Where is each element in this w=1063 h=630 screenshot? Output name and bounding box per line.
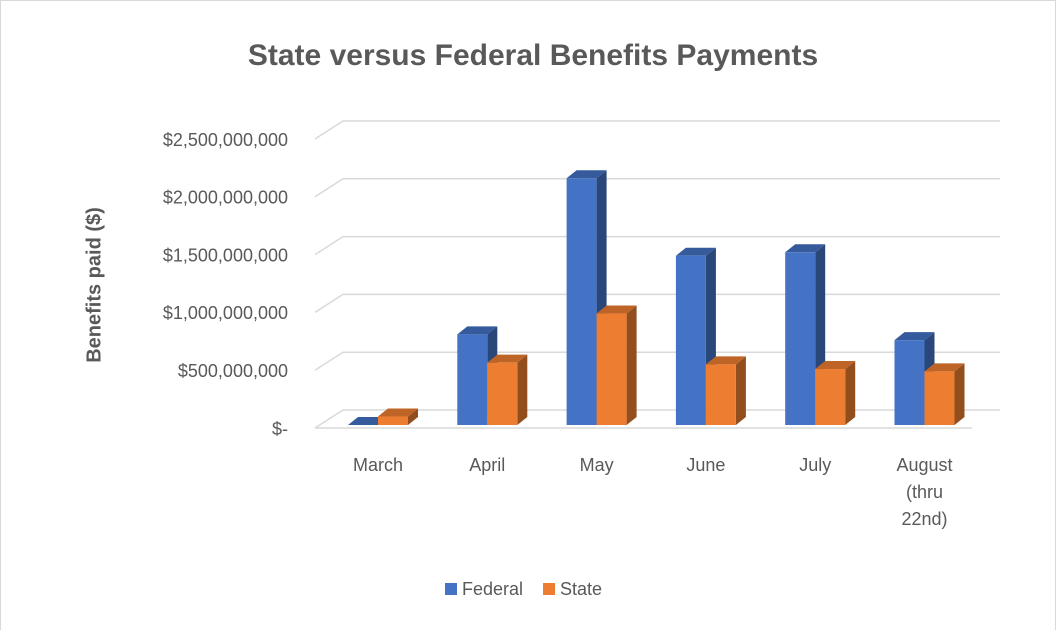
x-tick-label: May <box>580 455 614 475</box>
y-tick-label: $1,500,000,000 <box>163 245 288 265</box>
bar <box>457 334 488 425</box>
bar-side <box>954 363 965 425</box>
bar-side <box>735 356 746 425</box>
grid-line <box>314 409 1000 429</box>
bar-top <box>705 356 746 365</box>
bar-top <box>596 305 637 314</box>
grid-line <box>314 293 1000 314</box>
x-tick-label: August (thru 22nd) <box>896 455 952 529</box>
bar-side <box>845 361 856 425</box>
y-tick-label: $1,000,000,000 <box>163 303 288 323</box>
bar-side <box>408 408 418 425</box>
x-tick-label: April <box>469 455 505 475</box>
bar <box>705 364 736 425</box>
bar-top <box>785 244 826 253</box>
bar-top <box>566 170 607 179</box>
bar <box>785 252 816 425</box>
bar-top <box>457 326 498 335</box>
chart-title: State versus Federal Benefits Payments <box>248 39 818 72</box>
bar <box>675 255 706 425</box>
bar <box>378 416 408 425</box>
legend-label: Federal <box>462 579 523 599</box>
bar <box>566 178 597 425</box>
grid-line <box>314 120 1000 140</box>
bar <box>894 340 925 425</box>
bar-top <box>815 361 856 370</box>
legend-swatch <box>543 583 556 595</box>
y-tick-label: $500,000,000 <box>178 361 288 381</box>
bar <box>924 371 955 425</box>
bar <box>487 362 518 425</box>
y-tick-label: $2,000,000,000 <box>163 188 288 208</box>
y-tick-label: $2,500,000,000 <box>163 130 288 150</box>
bar-top <box>378 408 418 417</box>
x-tick-label: July <box>799 455 831 475</box>
y-tick-label: $- <box>272 419 288 439</box>
y-axis-title: Benefits paid ($) <box>83 207 105 363</box>
grid-line <box>314 235 1000 256</box>
bar-top <box>675 247 716 256</box>
bar-side <box>626 305 637 425</box>
legend-swatch <box>445 583 457 595</box>
bar-side <box>517 354 528 425</box>
bar <box>815 369 846 425</box>
grid-line <box>314 351 1000 371</box>
bar <box>596 313 627 425</box>
bar-top <box>924 363 965 372</box>
x-tick-label: June <box>686 455 725 475</box>
legend-label: State <box>560 579 602 599</box>
bar-top <box>487 354 528 363</box>
grid-line <box>314 178 1000 198</box>
bar-top <box>894 332 935 341</box>
x-tick-label: March <box>353 455 403 475</box>
